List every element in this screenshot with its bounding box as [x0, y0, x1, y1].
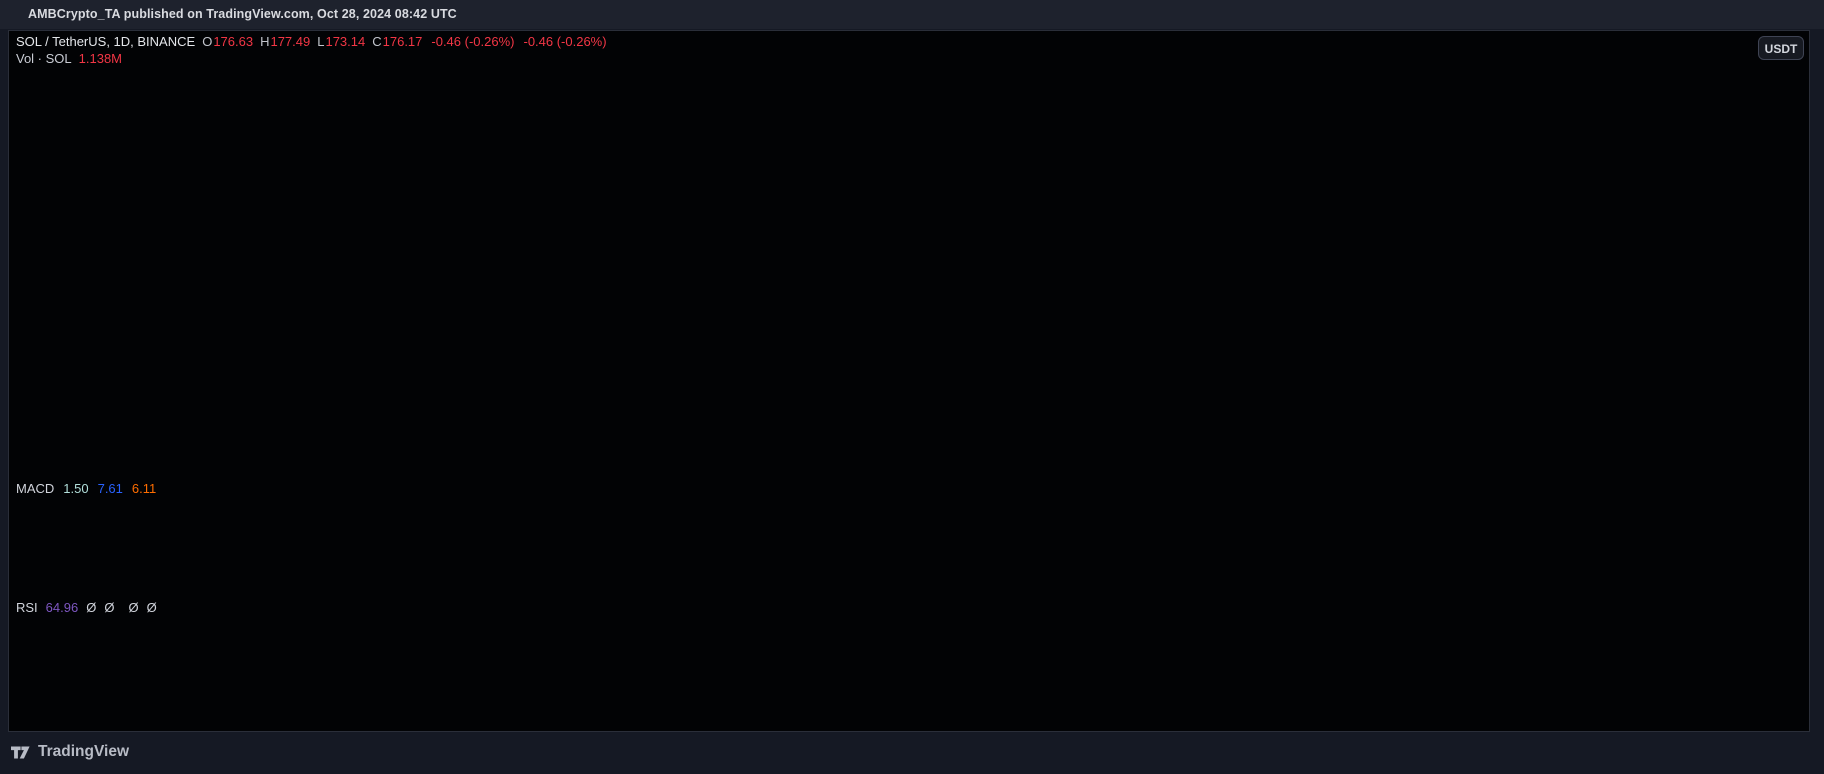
- macd-legend[interactable]: MACD 1.50 7.61 6.11: [16, 481, 156, 496]
- volume-legend[interactable]: Vol · SOL 1.138M: [16, 51, 122, 66]
- change-value: -0.46 (-0.26%): [431, 34, 515, 49]
- macd-signal-value: 6.11: [131, 481, 157, 496]
- rsi-value: 64.96: [45, 600, 79, 615]
- change-percent: -0.46 (-0.26%): [523, 34, 607, 49]
- close-value: 176.17: [382, 34, 423, 49]
- low-value: 173.14: [325, 34, 366, 49]
- symbol-title: SOL / TetherUS, 1D, BINANCE: [16, 34, 196, 49]
- close-label: C: [372, 34, 382, 49]
- volume-value: 1.138M: [78, 51, 123, 66]
- tradingview-brand-text: TradingView: [38, 743, 130, 760]
- symbol-legend[interactable]: SOL / TetherUS, 1D, BINANCE O176.63 H177.4…: [16, 34, 607, 49]
- high-value: 177.49: [270, 34, 311, 49]
- open-label: O: [202, 34, 213, 49]
- chart-card: [8, 30, 1810, 732]
- macd-hist-value: 1.50: [63, 481, 89, 496]
- rsi-empty-4: Ø: [146, 600, 157, 615]
- high-label: H: [260, 34, 270, 49]
- currency-toggle-button[interactable]: USDT: [1758, 36, 1804, 60]
- tradingview-footer[interactable]: TradingView: [10, 740, 129, 764]
- rsi-legend[interactable]: RSI 64.96 Ø Ø Ø Ø: [16, 600, 157, 615]
- tradingview-logo-icon: [11, 746, 30, 758]
- rsi-empty-2: Ø: [104, 600, 115, 615]
- macd-line-value: 7.61: [97, 481, 123, 496]
- volume-label: Vol · SOL: [16, 51, 72, 66]
- attribution-text: AMBCrypto_TA published on TradingView.co…: [28, 7, 457, 21]
- top-attribution-bar: AMBCrypto_TA published on TradingView.co…: [0, 0, 1824, 29]
- macd-label: MACD: [16, 481, 55, 496]
- rsi-empty-3: Ø: [128, 600, 139, 615]
- open-value: 176.63: [213, 34, 254, 49]
- rsi-label: RSI: [16, 600, 38, 615]
- low-label: L: [317, 34, 325, 49]
- rsi-empty-1: Ø: [86, 600, 97, 615]
